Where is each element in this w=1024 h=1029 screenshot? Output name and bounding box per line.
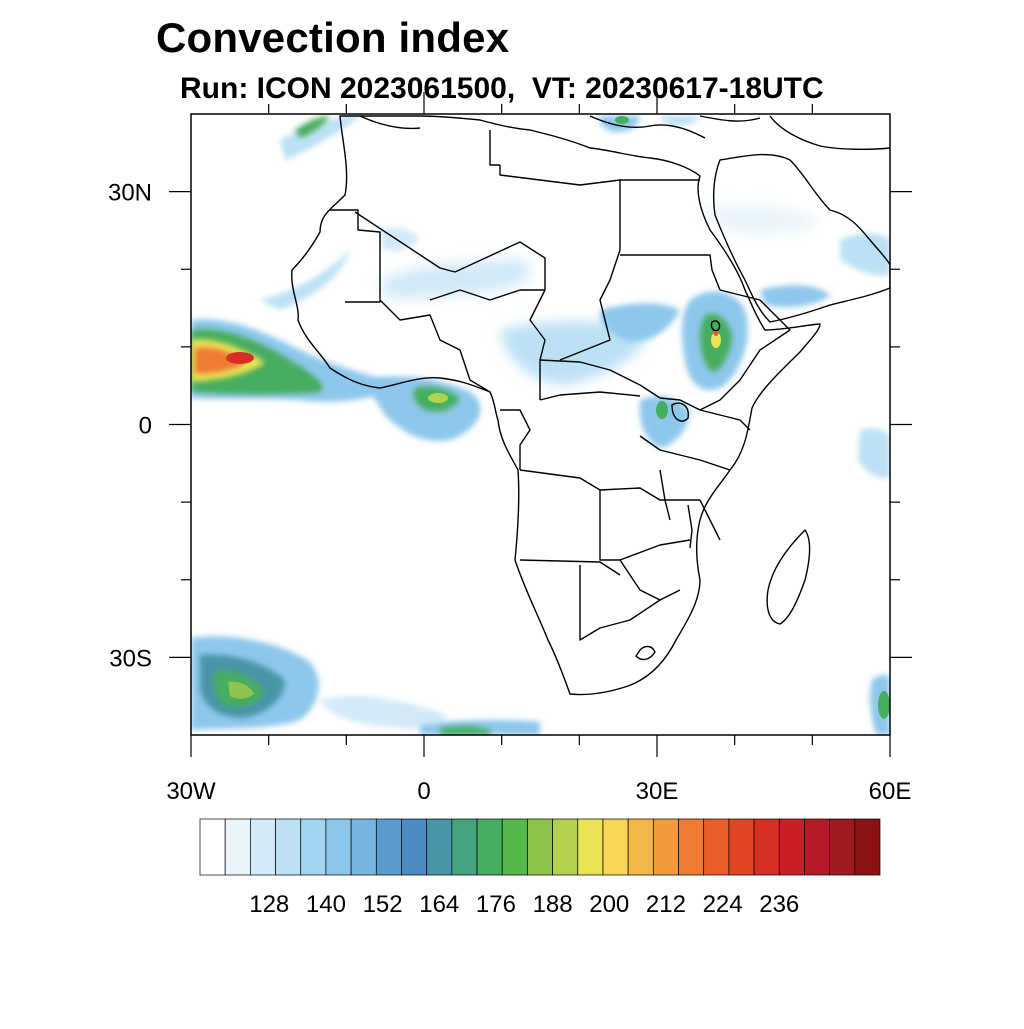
colorbar-swatch [300, 818, 327, 876]
colorbar-swatch [753, 818, 780, 876]
colorbar-swatch [375, 818, 402, 876]
colorbar-swatch [426, 818, 453, 876]
coastlines-borders [291, 115, 890, 696]
colorbar-swatch [325, 818, 352, 876]
lon-label: 0 [417, 778, 430, 805]
colorbar-swatch [275, 818, 302, 876]
chart-subtitle: Run: ICON 2023061500, VT: 20230617-18UTC [180, 72, 824, 105]
colorbar-tick-label: 188 [533, 891, 573, 918]
colorbar-swatch [703, 818, 730, 876]
colorbar-swatch [350, 818, 377, 876]
colorbar-tick-label: 212 [646, 891, 686, 918]
latitude-labels: 30N 0 30S [108, 180, 152, 673]
convection-area-gulf-of-guinea [369, 376, 481, 441]
colorbar-tick-label: 152 [363, 891, 403, 918]
colorbar-swatch [652, 818, 679, 876]
colorbar-tick-label: 140 [306, 891, 346, 918]
colorbar-swatch [627, 818, 654, 876]
colorbar-swatch [854, 818, 881, 876]
colorbar-swatch [678, 818, 705, 876]
colorbar-tick-label: 164 [419, 891, 459, 918]
colorbar-swatch [224, 818, 251, 876]
convection-area-tropical-atlantic-west [191, 319, 400, 402]
colorbar-swatch [602, 818, 629, 876]
colorbar-swatch [728, 818, 755, 876]
chart-title: Convection index [156, 14, 510, 61]
colorbar-swatch [552, 818, 579, 876]
plot-area [191, 114, 890, 735]
colorbar-swatch [501, 818, 528, 876]
colorbar-swatch [577, 818, 604, 876]
colorbar-swatch [829, 818, 856, 876]
convection-area-south-atlantic-storm [191, 636, 319, 730]
convection-area-mozambique-channel-east [869, 674, 890, 735]
colorbar-labels: 128 140 152 164 176 188 200 212 224 236 [249, 891, 799, 918]
colorbar-tick-label: 128 [249, 891, 289, 918]
madagascar-coastline [766, 529, 811, 625]
lat-label: 30N [108, 180, 152, 207]
colorbar [199, 818, 881, 876]
colorbar-swatch [804, 818, 830, 876]
convection-area-ethiopian-highlands [681, 291, 748, 391]
colorbar-tick-label: 224 [703, 891, 743, 918]
colorbar-tick-label: 176 [476, 891, 516, 918]
lat-label: 30S [109, 645, 152, 672]
colorbar-swatch [527, 818, 553, 876]
colorbar-swatch [199, 818, 226, 876]
colorbar-swatch [451, 818, 478, 876]
lon-label: 60E [869, 778, 912, 805]
africa-coastline [291, 115, 821, 696]
convection-area-lake-victoria [639, 396, 690, 448]
lon-label: 30W [166, 778, 216, 805]
lon-label: 30E [636, 778, 679, 805]
colorbar-swatch [778, 818, 805, 876]
colorbar-tick-label: 200 [589, 891, 629, 918]
arabia-coastline [712, 153, 890, 323]
axis-ticks [169, 92, 912, 757]
colorbar-swatch [476, 818, 503, 876]
colorbar-swatch [401, 818, 428, 876]
convection-field [191, 116, 890, 735]
colorbar-tick-label: 236 [759, 891, 799, 918]
longitude-labels: 30W 0 30E 60E [166, 778, 911, 805]
colorbar-swatch [250, 818, 276, 876]
lat-label: 0 [139, 413, 152, 440]
